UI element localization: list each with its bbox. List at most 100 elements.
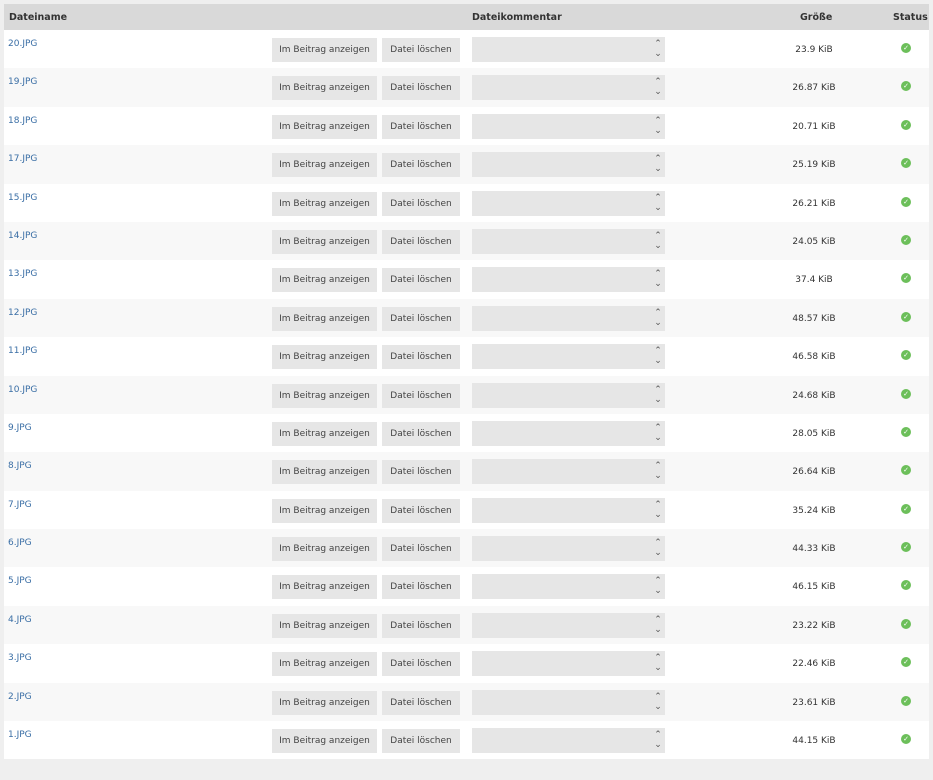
delete-file-button[interactable]: Datei löschen bbox=[382, 421, 460, 446]
file-comment-textarea[interactable]: ⌃ ⌄ bbox=[472, 37, 665, 62]
resize-chevrons-icon: ⌃ ⌄ bbox=[654, 307, 662, 328]
file-comment-textarea[interactable]: ⌃ ⌄ bbox=[472, 382, 665, 408]
file-link[interactable]: 8.JPG bbox=[8, 461, 32, 472]
file-link[interactable]: 4.JPG bbox=[8, 614, 32, 625]
file-table: Dateiname Dateikommentar Größe Status 20… bbox=[4, 4, 929, 760]
table-row: 19.JPG Im Beitrag anzeigen Datei löschen… bbox=[4, 68, 929, 107]
delete-file-button[interactable]: Datei löschen bbox=[382, 38, 460, 62]
show-in-post-button[interactable]: Im Beitrag anzeigen bbox=[272, 460, 377, 485]
file-size: 23.9 KiB bbox=[795, 45, 833, 55]
file-comment-textarea[interactable]: ⌃ ⌄ bbox=[472, 651, 665, 677]
file-comment-textarea[interactable]: ⌃ ⌄ bbox=[472, 497, 665, 523]
file-comment-textarea[interactable]: ⌃ ⌄ bbox=[472, 536, 665, 562]
table-row: 9.JPG Im Beitrag anzeigen Datei löschen … bbox=[4, 414, 929, 452]
file-comment-textarea[interactable]: ⌃ ⌄ bbox=[472, 267, 665, 293]
file-comment-textarea[interactable]: ⌃ ⌄ bbox=[472, 305, 665, 331]
file-link[interactable]: 18.JPG bbox=[8, 115, 38, 126]
file-comment-textarea[interactable]: ⌃ ⌄ bbox=[472, 689, 665, 715]
resize-chevrons-icon: ⌃ ⌄ bbox=[654, 192, 662, 213]
delete-file-button[interactable]: Datei löschen bbox=[382, 345, 460, 370]
file-link[interactable]: 3.JPG bbox=[8, 653, 32, 664]
show-in-post-button[interactable]: Im Beitrag anzeigen bbox=[272, 76, 377, 101]
file-comment-textarea[interactable]: ⌃ ⌄ bbox=[472, 574, 665, 600]
delete-file-button[interactable]: Datei löschen bbox=[382, 460, 460, 485]
show-in-post-button[interactable]: Im Beitrag anzeigen bbox=[272, 268, 377, 293]
file-link[interactable]: 5.JPG bbox=[8, 576, 32, 587]
file-link[interactable]: 13.JPG bbox=[8, 269, 38, 280]
delete-file-button[interactable]: Datei löschen bbox=[382, 690, 460, 715]
table-row: 10.JPG Im Beitrag anzeigen Datei löschen… bbox=[4, 375, 929, 414]
show-in-post-button[interactable]: Im Beitrag anzeigen bbox=[272, 345, 377, 370]
file-link[interactable]: 19.JPG bbox=[8, 77, 38, 88]
show-in-post-button[interactable]: Im Beitrag anzeigen bbox=[272, 613, 377, 638]
delete-file-button[interactable]: Datei löschen bbox=[382, 306, 460, 331]
file-link[interactable]: 11.JPG bbox=[8, 346, 38, 357]
file-comment-textarea[interactable]: ⌃ ⌄ bbox=[472, 152, 665, 178]
table-row: 18.JPG Im Beitrag anzeigen Datei löschen… bbox=[4, 107, 929, 145]
show-in-post-button[interactable]: Im Beitrag anzeigen bbox=[272, 498, 377, 523]
show-in-post-button[interactable]: Im Beitrag anzeigen bbox=[272, 38, 377, 62]
resize-chevrons-icon: ⌃ ⌄ bbox=[654, 730, 662, 751]
show-in-post-button[interactable]: Im Beitrag anzeigen bbox=[272, 421, 377, 446]
show-in-post-button[interactable]: Im Beitrag anzeigen bbox=[272, 729, 377, 754]
file-link[interactable]: 17.JPG bbox=[8, 154, 38, 165]
show-in-post-button[interactable]: Im Beitrag anzeigen bbox=[272, 229, 377, 254]
status-ok-icon: ✓ bbox=[901, 503, 911, 514]
file-comment-textarea[interactable]: ⌃ ⌄ bbox=[472, 228, 665, 254]
file-comment-textarea[interactable]: ⌃ ⌄ bbox=[472, 612, 665, 638]
delete-file-button[interactable]: Datei löschen bbox=[382, 613, 460, 638]
file-size: 24.05 KiB bbox=[792, 236, 836, 247]
show-in-post-button[interactable]: Im Beitrag anzeigen bbox=[272, 575, 377, 600]
delete-file-button[interactable]: Datei löschen bbox=[382, 575, 460, 600]
resize-chevrons-icon: ⌃ ⌄ bbox=[654, 269, 662, 290]
delete-file-button[interactable]: Datei löschen bbox=[382, 537, 460, 562]
show-in-post-button[interactable]: Im Beitrag anzeigen bbox=[272, 114, 377, 139]
resize-chevrons-icon: ⌃ ⌄ bbox=[654, 499, 662, 520]
delete-file-button[interactable]: Datei löschen bbox=[382, 114, 460, 139]
file-comment-textarea[interactable]: ⌃ ⌄ bbox=[472, 113, 665, 139]
show-in-post-button[interactable]: Im Beitrag anzeigen bbox=[272, 153, 377, 178]
table-header: Dateiname Dateikommentar Größe Status bbox=[4, 4, 929, 30]
file-link[interactable]: 15.JPG bbox=[8, 192, 38, 203]
file-size: 26.87 KiB bbox=[792, 83, 836, 94]
delete-file-button[interactable]: Datei löschen bbox=[382, 268, 460, 293]
delete-file-button[interactable]: Datei löschen bbox=[382, 229, 460, 254]
table-row: 1.JPG Im Beitrag anzeigen Datei löschen … bbox=[4, 721, 929, 759]
file-size: 48.57 KiB bbox=[792, 313, 836, 324]
status-ok-icon: ✓ bbox=[901, 119, 911, 130]
file-link[interactable]: 2.JPG bbox=[8, 691, 32, 702]
file-comment-textarea[interactable]: ⌃ ⌄ bbox=[472, 420, 665, 446]
show-in-post-button[interactable]: Im Beitrag anzeigen bbox=[272, 306, 377, 331]
file-comment-textarea[interactable]: ⌃ ⌄ bbox=[472, 190, 665, 216]
file-link[interactable]: 7.JPG bbox=[8, 499, 32, 510]
status-ok-icon: ✓ bbox=[901, 695, 911, 706]
file-link[interactable]: 6.JPG bbox=[8, 538, 32, 549]
show-in-post-button[interactable]: Im Beitrag anzeigen bbox=[272, 690, 377, 715]
delete-file-button[interactable]: Datei löschen bbox=[382, 153, 460, 178]
file-comment-textarea[interactable]: ⌃ ⌄ bbox=[472, 728, 665, 754]
delete-file-button[interactable]: Datei löschen bbox=[382, 191, 460, 216]
show-in-post-button[interactable]: Im Beitrag anzeigen bbox=[272, 191, 377, 216]
file-comment-textarea[interactable]: ⌃ ⌄ bbox=[472, 75, 665, 101]
file-link[interactable]: 20.JPG bbox=[8, 39, 38, 49]
show-in-post-button[interactable]: Im Beitrag anzeigen bbox=[272, 652, 377, 677]
table-row: 17.JPG Im Beitrag anzeigen Datei löschen… bbox=[4, 145, 929, 184]
delete-file-button[interactable]: Datei löschen bbox=[382, 652, 460, 677]
resize-chevrons-icon: ⌃ ⌄ bbox=[654, 384, 662, 405]
file-comment-textarea[interactable]: ⌃ ⌄ bbox=[472, 344, 665, 370]
resize-chevrons-icon: ⌃ ⌄ bbox=[654, 538, 662, 559]
show-in-post-button[interactable]: Im Beitrag anzeigen bbox=[272, 383, 377, 408]
delete-file-button[interactable]: Datei löschen bbox=[382, 729, 460, 754]
status-ok-icon: ✓ bbox=[901, 657, 911, 668]
delete-file-button[interactable]: Datei löschen bbox=[382, 76, 460, 101]
delete-file-button[interactable]: Datei löschen bbox=[382, 498, 460, 523]
show-in-post-button[interactable]: Im Beitrag anzeigen bbox=[272, 537, 377, 562]
file-link[interactable]: 10.JPG bbox=[8, 384, 38, 395]
file-link[interactable]: 1.JPG bbox=[8, 730, 32, 741]
column-header-status: Status bbox=[893, 12, 928, 23]
file-comment-textarea[interactable]: ⌃ ⌄ bbox=[472, 459, 665, 485]
delete-file-button[interactable]: Datei löschen bbox=[382, 383, 460, 408]
file-link[interactable]: 9.JPG bbox=[8, 422, 32, 433]
file-link[interactable]: 14.JPG bbox=[8, 230, 38, 241]
file-link[interactable]: 12.JPG bbox=[8, 307, 38, 318]
